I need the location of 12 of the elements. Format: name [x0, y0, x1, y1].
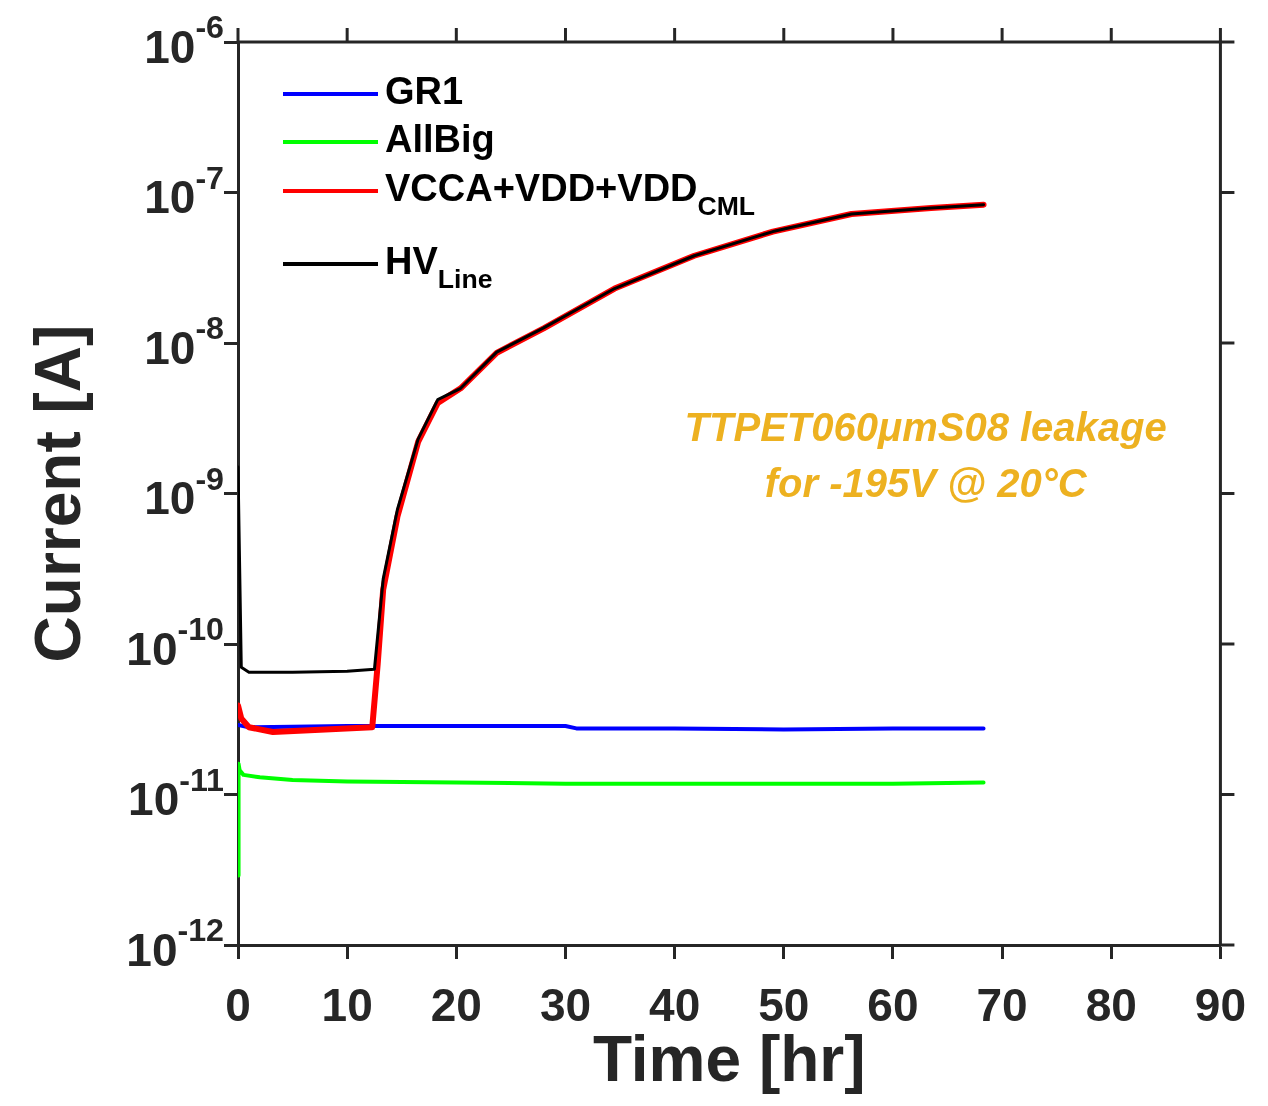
x-tick-label: 80: [1085, 979, 1137, 1032]
x-tick-label: 20: [430, 979, 482, 1032]
x-tick-label: 0: [225, 979, 251, 1032]
legend-label: GR1: [385, 70, 464, 113]
x-tick-label: 30: [539, 979, 592, 1032]
x-tick-label: 70: [976, 979, 1028, 1032]
x-tick-label: 90: [1194, 979, 1246, 1032]
x-tick-label: 60: [867, 979, 919, 1032]
legend-label: AllBig: [385, 118, 495, 161]
annotation: TTPET060μmS08 leakage for -195V @ 20°C: [684, 405, 1167, 506]
x-tick-label: 10: [321, 979, 373, 1032]
y-axis-title: Current [A]: [22, 324, 95, 663]
